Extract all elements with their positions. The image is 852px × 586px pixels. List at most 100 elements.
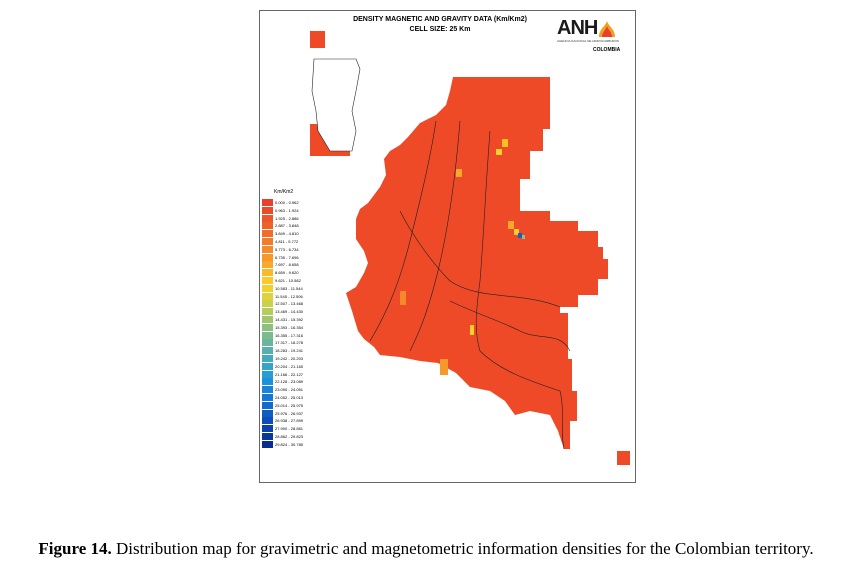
legend-item: 0.963 - 1.924: [260, 206, 320, 214]
legend-swatch: [262, 355, 273, 362]
legend-item: 28.862 - 29.823: [260, 433, 320, 440]
legend-label: 12.507 - 13.468: [275, 301, 304, 307]
legend-swatch: [262, 370, 273, 378]
legend-item: 24.052 - 25.013: [260, 394, 320, 401]
legend-swatch: [262, 401, 273, 409]
high-density-cell: [456, 169, 462, 177]
high-density-cell: [522, 235, 525, 239]
legend-item: 22.128 - 23.089: [260, 378, 320, 386]
high-density-cell: [502, 139, 508, 147]
legend-swatch: [262, 300, 273, 308]
legend-swatch: [262, 386, 273, 394]
legend-swatch: [262, 222, 273, 230]
legend-swatch: [262, 394, 273, 401]
caption-label: Figure 14.: [38, 539, 112, 558]
map-title-line1: DENSITY MAGNETIC AND GRAVITY DATA (Km/Km…: [353, 16, 527, 23]
legend-swatch: [262, 362, 273, 370]
figure-caption: Figure 14. Distribution map for gravimet…: [0, 538, 852, 559]
high-density-cell: [508, 221, 514, 229]
legend-label: 0.000 - 0.962: [275, 200, 299, 205]
map-title-line2: CELL SIZE: 25 Km: [409, 26, 471, 33]
legend-swatch: [262, 238, 273, 245]
legend-item: 26.938 - 27.899: [260, 417, 320, 425]
legend-label: 19.242 - 20.203: [275, 356, 304, 361]
legend-item: 25.014 - 25.975: [260, 401, 320, 409]
legend-swatch: [262, 417, 273, 425]
legend-item: 1.925 - 2.886: [260, 214, 320, 222]
legend-label: 25.014 - 25.975: [275, 402, 304, 408]
legend-swatch: [262, 261, 273, 269]
legend-swatch: [262, 440, 273, 448]
high-density-cell: [400, 291, 406, 305]
legend-label: 21.166 - 22.127: [275, 371, 304, 377]
legend-item: 27.900 - 28.861: [260, 425, 320, 433]
legend-item: 3.849 - 4.810: [260, 230, 320, 238]
legend-label: 5.773 - 6.734: [275, 246, 299, 252]
legend-label: 23.090 - 24.051: [275, 387, 304, 393]
legend-label: 11.545 - 12.506: [275, 293, 303, 299]
legend-item: 4.811 - 5.772: [260, 238, 320, 245]
legend-swatch: [262, 425, 273, 433]
legend-item: 13.469 - 14.430: [260, 308, 320, 316]
legend-swatch: [262, 433, 273, 440]
anh-logo: ANH AGENCIA NACIONAL DE HIDROCARBUROS CO…: [557, 17, 621, 53]
high-density-cell: [470, 325, 474, 335]
legend-item: 7.697 - 8.658: [260, 261, 320, 269]
legend-label: 8.659 - 9.620: [275, 270, 299, 276]
legend-label: 6.735 - 7.696: [275, 254, 299, 260]
legend-label: 22.128 - 23.089: [275, 379, 304, 385]
legend-item: 20.204 - 21.165: [260, 362, 320, 370]
legend-swatch: [262, 206, 273, 214]
anh-logo-text: ANH: [557, 17, 598, 39]
legend-label: 3.849 - 4.810: [275, 231, 299, 237]
legend-item: 25.976 - 26.937: [260, 409, 320, 417]
caption-text: Distribution map for gravimetric and mag…: [111, 539, 814, 558]
logo-flame-icon: [599, 21, 615, 37]
legend-label: 14.431 - 15.392: [275, 317, 304, 322]
legend-title: Km/Km2: [274, 189, 294, 195]
legend-item: 6.735 - 7.696: [260, 253, 320, 261]
legend-swatch: [262, 253, 273, 261]
legend-swatch: [262, 214, 273, 222]
legend-item: 23.090 - 24.051: [260, 386, 320, 394]
legend-swatch: [262, 331, 273, 339]
colombia-density-area: [346, 77, 608, 449]
legend-swatch: [262, 378, 273, 386]
legend-item: 0.000 - 0.962: [260, 199, 320, 206]
legend-item: 29.824 - 30.785: [260, 440, 320, 448]
legend-item: 11.545 - 12.506: [260, 292, 320, 300]
legend-swatch: [262, 316, 273, 323]
legend-item: 16.355 - 17.316: [260, 331, 320, 339]
legend-swatch: [262, 409, 273, 417]
legend-label: 16.355 - 17.316: [275, 332, 304, 338]
legend-swatch: [262, 323, 273, 331]
legend-label: 13.469 - 14.430: [275, 309, 304, 315]
high-density-cell: [514, 229, 519, 235]
legend-swatch: [262, 339, 273, 347]
legend-label: 10.583 - 11.544: [275, 285, 303, 291]
legend-label: 2.887 - 3.848: [275, 223, 299, 229]
legend-swatch: [262, 269, 273, 277]
map-figure: DENSITY MAGNETIC AND GRAVITY DATA (Km/Km…: [259, 10, 636, 483]
legend-item: 15.393 - 16.354: [260, 323, 320, 331]
legend-swatch: [262, 292, 273, 300]
coastline-outline: [311, 58, 361, 152]
legend-label: 4.811 - 5.772: [275, 239, 299, 244]
legend-item: 5.773 - 6.734: [260, 245, 320, 253]
island-cell: [310, 31, 325, 48]
legend-label: 27.900 - 28.861: [275, 426, 304, 432]
legend-swatch: [262, 347, 273, 355]
island-cell: [617, 451, 630, 465]
legend-label: 9.621 - 10.582: [275, 278, 301, 283]
legend-label: 29.824 - 30.785: [275, 441, 304, 447]
anh-logo-country: COLOMBIA: [593, 47, 621, 53]
legend-swatch: [262, 245, 273, 253]
legend-label: 15.393 - 16.354: [275, 324, 304, 330]
high-density-cell: [496, 149, 502, 155]
legend-swatch: [262, 277, 273, 284]
legend-swatch: [262, 199, 273, 206]
legend-label: 1.925 - 2.886: [275, 215, 299, 221]
legend-label: 24.052 - 25.013: [275, 395, 304, 400]
legend-item: 18.283 - 19.241: [260, 347, 320, 355]
legend-item: 14.431 - 15.392: [260, 316, 320, 323]
